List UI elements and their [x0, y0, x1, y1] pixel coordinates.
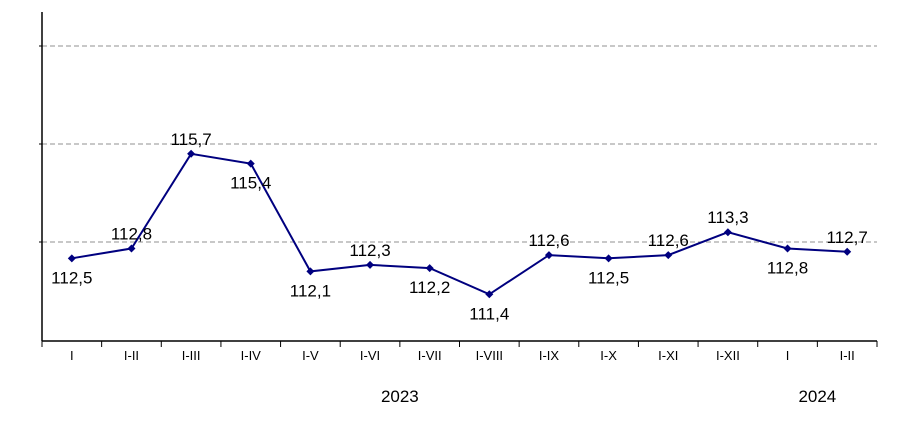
x-tick-label: I [70, 348, 74, 363]
x-tick-label: I-XI [658, 348, 678, 363]
data-label: 112,6 [648, 231, 689, 250]
data-point [783, 244, 792, 253]
data-point [187, 149, 196, 158]
x-tick-label: I-XII [716, 348, 740, 363]
data-point [425, 264, 434, 273]
x-tick-label: I-IX [539, 348, 560, 363]
data-point [246, 159, 255, 168]
x-axis-ticks: I I-II I-III I-IV I-V I-VI I-VII I-VIII I-IX I-X I… [41, 341, 878, 363]
data-point [127, 244, 136, 253]
year-label: 2024 [798, 387, 836, 406]
data-point [723, 228, 732, 237]
axes [41, 12, 877, 342]
data-label: 113,3 [707, 208, 748, 227]
data-point [843, 247, 852, 256]
data-label: 112,5 [51, 268, 92, 287]
data-point [544, 251, 553, 260]
data-label: 111,4 [469, 304, 509, 323]
data-label: 112,5 [588, 268, 629, 287]
data-point [67, 254, 76, 263]
year-label: 2023 [381, 387, 419, 406]
year-labels: 2023 2024 [381, 387, 836, 406]
x-tick-label: I-II [124, 348, 139, 363]
x-tick-label: I-X [600, 348, 617, 363]
data-labels: 112,5 112,8 115,7 115,4 112,1 112,3 112,2 111,4… [51, 130, 868, 323]
x-tick-label: I-IV [241, 348, 262, 363]
x-tick-label: I-VI [360, 348, 380, 363]
x-tick-label: I-VIII [476, 348, 503, 363]
data-label: 112,2 [409, 278, 450, 297]
data-label: 112,3 [349, 241, 390, 260]
x-tick-label: I-V [302, 348, 319, 363]
series-line [71, 152, 848, 296]
data-points [67, 149, 852, 299]
data-label: 115,4 [230, 174, 271, 193]
data-label: 112,6 [528, 231, 569, 250]
data-point [306, 267, 315, 276]
data-point [664, 251, 673, 260]
series-line-path [71, 152, 848, 296]
x-tick-label: I-VII [418, 348, 442, 363]
x-tick-label: I-II [840, 348, 855, 363]
x-tick-label: I [786, 348, 790, 363]
data-label: 112,7 [827, 228, 868, 247]
gridlines [39, 45, 877, 243]
data-point [366, 260, 375, 269]
data-label: 112,8 [111, 225, 152, 244]
data-point [485, 290, 494, 299]
data-label: 115,7 [170, 130, 211, 149]
data-point [604, 254, 613, 263]
x-tick-label: I-III [182, 348, 201, 363]
data-label: 112,8 [767, 259, 808, 278]
data-label: 112,1 [290, 281, 331, 300]
